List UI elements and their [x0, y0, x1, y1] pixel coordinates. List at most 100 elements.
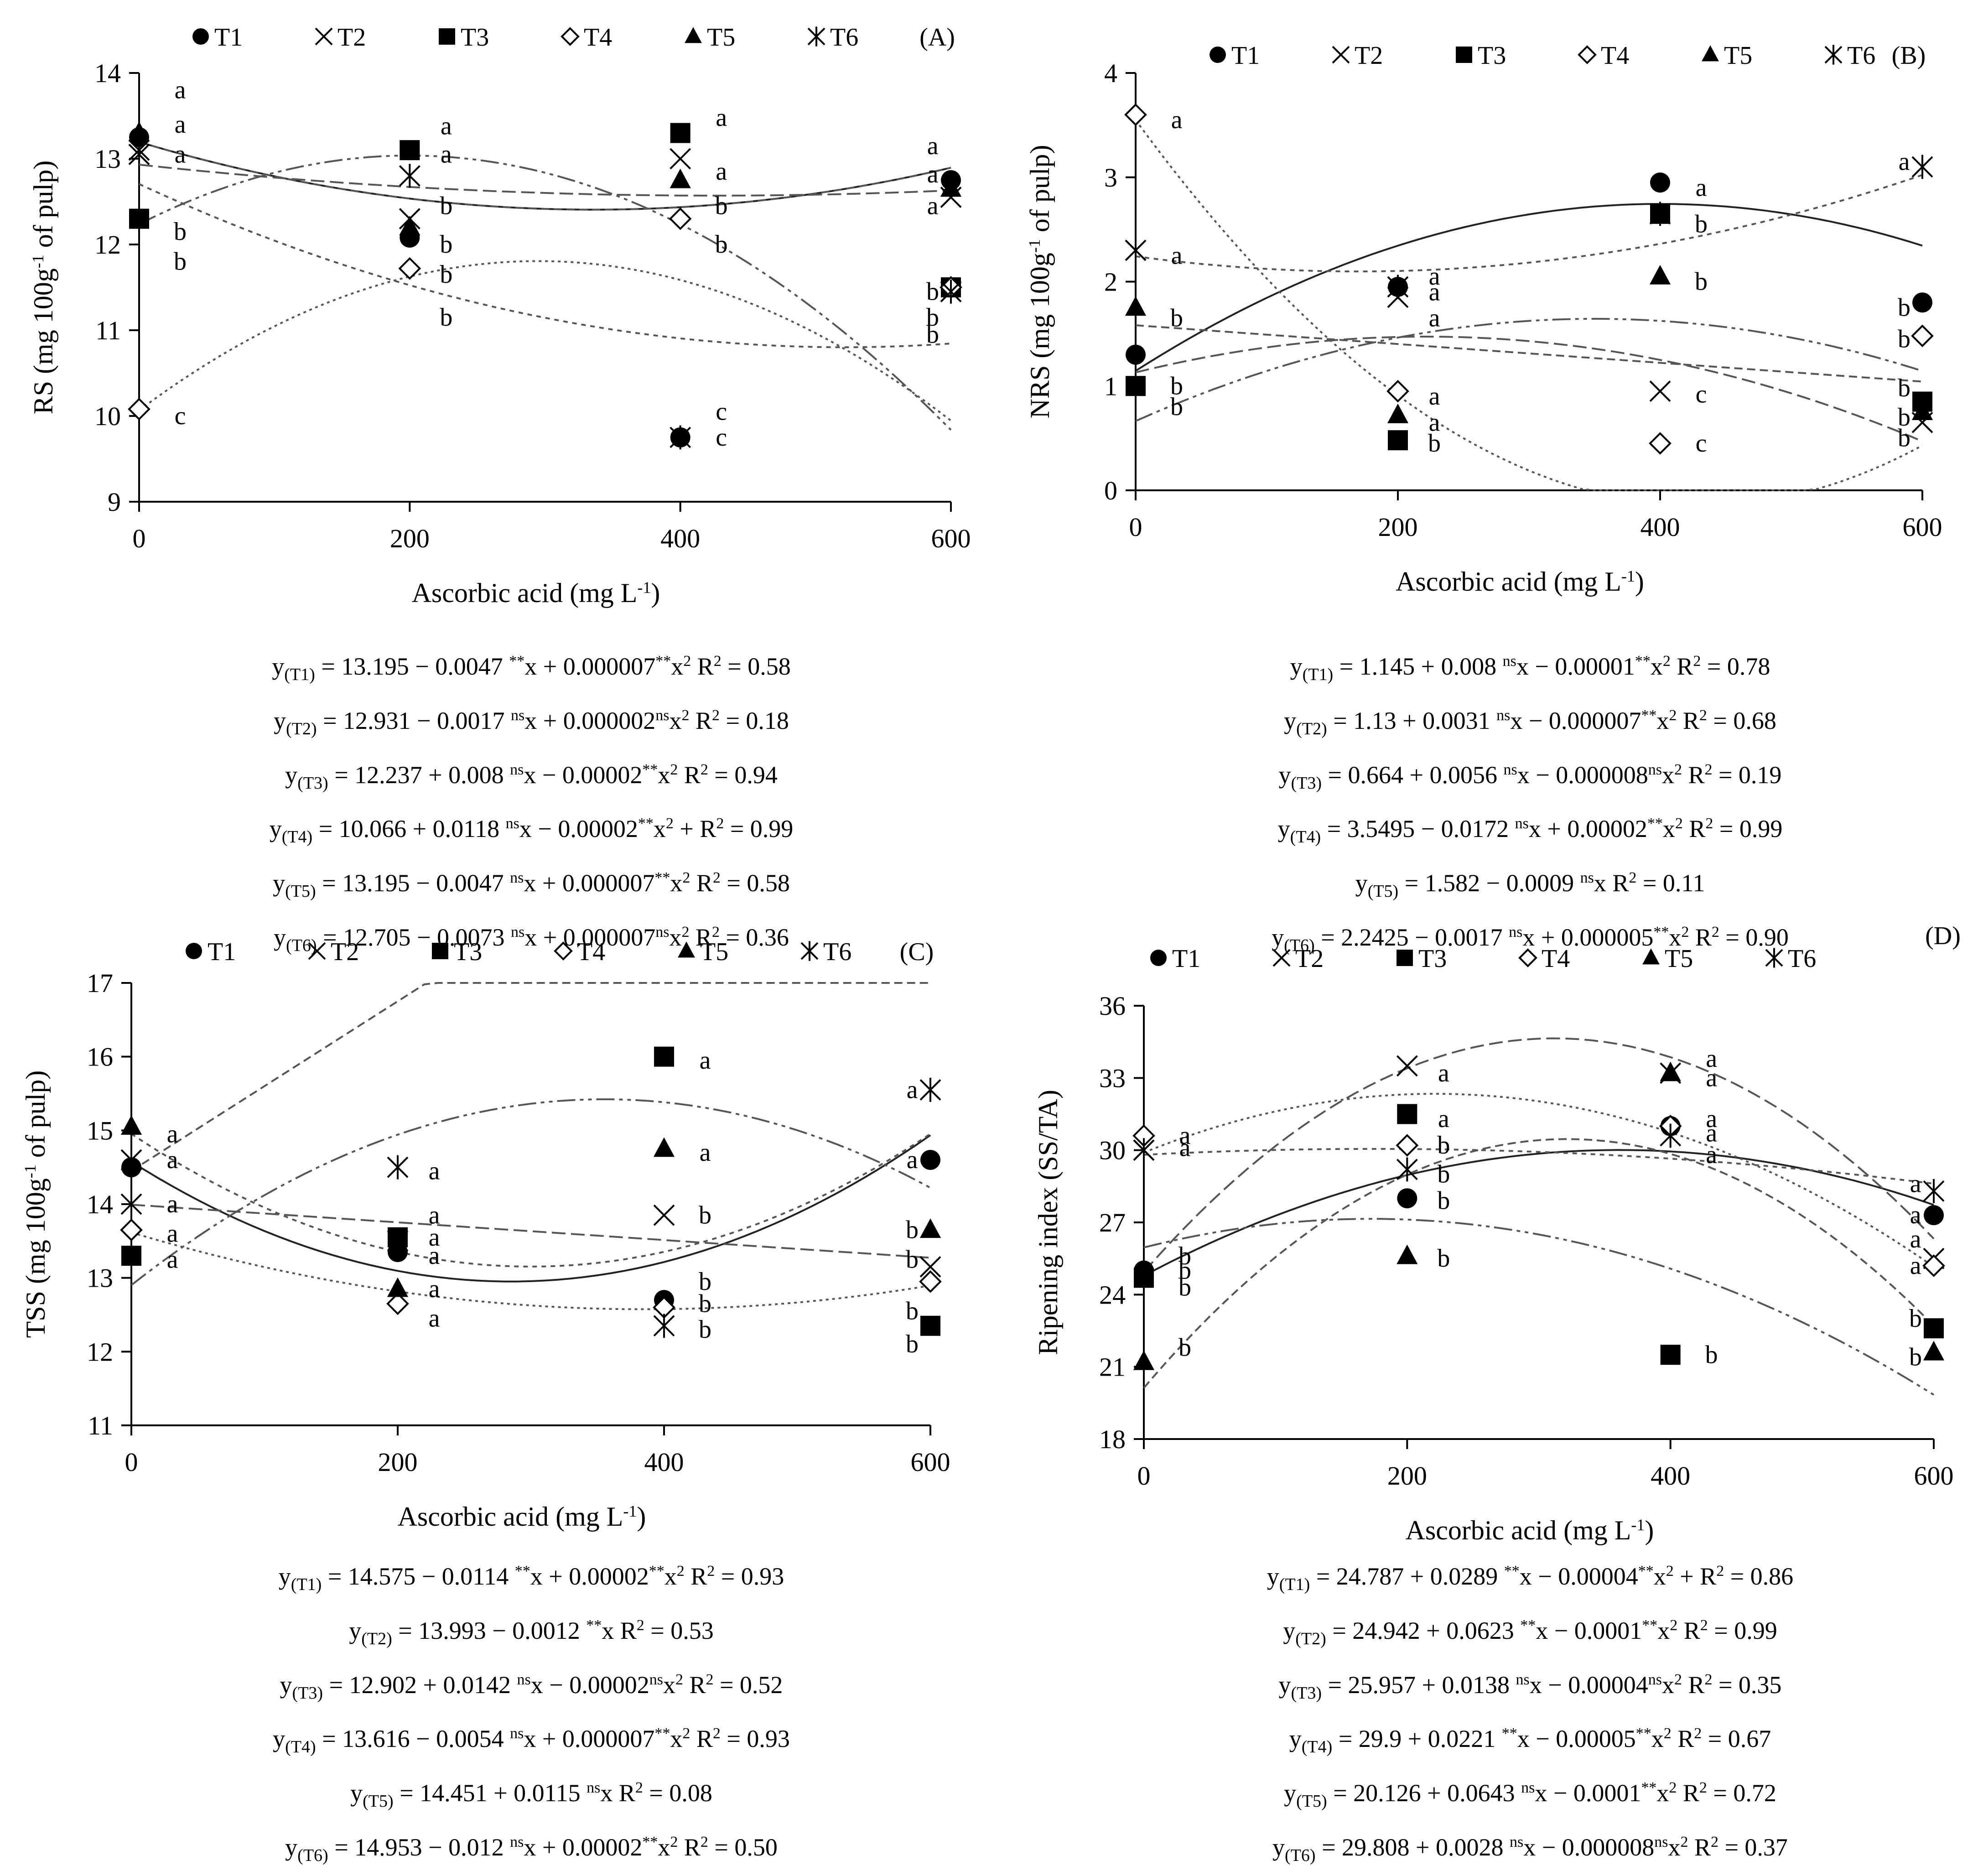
equation-label-sub: (T5) [1296, 1791, 1327, 1811]
equation-quadratic-coef: − 0.0001 [1547, 1779, 1641, 1807]
legend-label-t3: T3 [1418, 945, 1447, 973]
x-tick-label: 600 [1903, 512, 1942, 542]
legend: T1 T2 T3 T4 T5 T6 [192, 23, 858, 52]
regression-equation: y(T2) = 12.931 − 0.0017 nsx + 0.000002ns… [75, 695, 987, 749]
equation-quadratic-coef: − 0.000008 [1536, 1833, 1655, 1861]
significance-letter: a [429, 1223, 440, 1252]
y-axis-label-main: TSS (mg 100g [21, 1178, 51, 1338]
significance-mark: ** [509, 653, 525, 670]
significance-mark: ** [655, 653, 671, 670]
square-mark: 2 [1674, 1671, 1682, 1688]
significance-letter: b [1178, 1257, 1191, 1285]
equation-intercept: = 1.582 − 0.0009 [1398, 869, 1580, 897]
x-axis-label: Ascorbic acid (mg L-1) [1396, 566, 1644, 597]
data-point-t6 [128, 138, 150, 162]
significance-letter: a [429, 1242, 440, 1270]
equation-linear-term: nsx [1580, 869, 1606, 897]
legend-label-t2: T2 [1295, 945, 1324, 973]
equation-label-sub: (T1) [1302, 665, 1334, 684]
y-tick-label: 2 [1104, 267, 1117, 297]
equation-linear-term: **x [1504, 1563, 1532, 1590]
r-squared-sup: 2 [1694, 1725, 1702, 1742]
r-squared-sup: 2 [1704, 1671, 1713, 1688]
equation-intercept: = 25.957 + 0.0138 [1322, 1671, 1516, 1699]
equation-quadratic-term: **x2 [654, 869, 690, 897]
significance-letter: b [1898, 325, 1911, 353]
fit-curve-t2 [131, 1204, 931, 1259]
data-point-t6 [1133, 1138, 1155, 1163]
significance-letter: b [1909, 1304, 1922, 1333]
x-axis-label: Ascorbic acid (mg L-1) [398, 1502, 646, 1532]
data-point-t4 [1124, 103, 1147, 126]
equation-quadratic-coef: + 0.000007 [537, 923, 656, 951]
equation-label-sub: (T4) [1290, 827, 1321, 847]
regression-equation: y(T5) = 13.195 − 0.0047 nsx + 0.000007**… [75, 857, 987, 912]
data-point-t2 [670, 148, 691, 170]
significance-letter: a [429, 1201, 440, 1229]
square-mark: 2 [1662, 653, 1671, 670]
regression-equation: y(T1) = 14.575 − 0.0114 **x + 0.00002**x… [75, 1551, 987, 1605]
equation-intercept: = 14.451 + 0.0115 [393, 1779, 587, 1807]
significance-letter: b [174, 218, 187, 246]
data-point-t6 [399, 164, 421, 188]
r-squared-sup: 2 [711, 923, 720, 941]
legend-marker-t3 [439, 28, 455, 45]
data-point-t2 [919, 1256, 941, 1278]
equation-intercept: = 2.2425 − 0.0017 [1314, 923, 1509, 951]
equations-panel-c: y(T1) = 14.575 − 0.0114 **x + 0.00002**x… [75, 1551, 987, 1876]
square-mark: 2 [1669, 707, 1677, 724]
r-squared-sup: 2 [1699, 707, 1707, 724]
regression-equation: y(T4) = 13.616 − 0.0054 nsx + 0.000007**… [75, 1713, 987, 1767]
significance-letter: b [1170, 393, 1183, 421]
data-point-t6 [919, 1078, 941, 1102]
regression-equation: y(T5) = 14.451 + 0.0115 nsx R2 = 0.08 [75, 1767, 987, 1822]
data-point-t5 [1660, 1061, 1681, 1081]
data-point-t6 [1387, 275, 1409, 299]
significance-letter: b [1437, 1187, 1450, 1215]
fit-curve-t4 [1143, 1093, 1935, 1268]
legend-marker-t5 [1702, 45, 1719, 62]
significance-letter: b [1428, 429, 1441, 457]
equation-label: y(T5) [1284, 1779, 1327, 1811]
equation-r-squared: R2 = 0.18 [689, 707, 789, 734]
data-point-t5 [1387, 404, 1409, 423]
significance-letter: a [1429, 304, 1440, 333]
equation-quadratic-term: **x2 [1635, 653, 1671, 680]
significance-letter: b [1898, 403, 1911, 431]
y-axis-label-sup: -1 [21, 1164, 39, 1178]
legend-label-t3: T3 [461, 23, 489, 52]
r-squared-sup: 2 [1705, 815, 1713, 832]
r-squared-sup: 2 [711, 707, 720, 724]
significance-mark: ns [587, 1779, 601, 1797]
equation-quadratic-coef: + 0.00002 [542, 1563, 649, 1590]
equation-quadratic-term: nsx2 [649, 1671, 683, 1699]
square-mark: 2 [681, 923, 690, 941]
equation-intercept: = 13.195 − 0.0047 [316, 869, 510, 897]
y-tick-label: 3 [1104, 163, 1117, 192]
equation-r-squared: R2 = 0.67 [1671, 1725, 1771, 1753]
r-squared-sup: 2 [635, 1779, 643, 1797]
significance-letter: b [1178, 1242, 1191, 1270]
equation-label: y(T3) [1278, 1671, 1322, 1703]
legend-marker-t1 [186, 943, 202, 959]
data-point-t1 [920, 1150, 940, 1170]
significance-mark: ** [1642, 1616, 1658, 1634]
significance-letter: a [907, 1076, 918, 1104]
significance-letter: b [1437, 1131, 1450, 1159]
equation-intercept: = 24.787 + 0.0289 [1310, 1563, 1504, 1590]
r-squared-sup: 2 [707, 1563, 715, 1580]
square-mark: 2 [670, 761, 678, 778]
x-axis-label-main: Ascorbic acid (mg L [1406, 1515, 1631, 1545]
legend-marker-t2 [308, 942, 326, 960]
legend-label-t1: T1 [1231, 42, 1260, 70]
data-point-t2 [653, 1204, 675, 1226]
data-point-t6 [1649, 202, 1671, 226]
significance-letter: b [174, 248, 187, 276]
x-tick-label: 0 [1129, 512, 1142, 542]
y-tick-label: 16 [87, 1042, 113, 1072]
regression-equation: y(T2) = 24.942 + 0.0623 **x − 0.0001**x2… [1074, 1605, 1978, 1659]
y-tick-label: 13 [87, 1263, 113, 1293]
equation-linear-term: nsx [1510, 1833, 1536, 1861]
equation-r-squared: R2 = 0.99 [1682, 815, 1783, 843]
equation-intercept: = 29.9 + 0.0221 [1332, 1725, 1502, 1753]
